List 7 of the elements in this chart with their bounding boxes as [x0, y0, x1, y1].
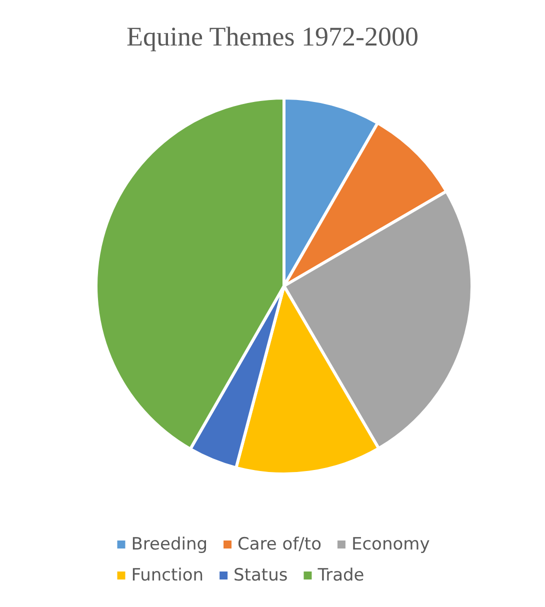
chart-title: Equine Themes 1972-2000: [126, 22, 418, 52]
legend-label: Function: [131, 566, 204, 586]
legend-label: Breeding: [131, 534, 208, 554]
legend-label: Trade: [316, 566, 364, 586]
legend-label: Care of/to: [238, 534, 322, 554]
legend-label: Economy: [351, 534, 430, 554]
legend-label: Status: [234, 566, 288, 586]
